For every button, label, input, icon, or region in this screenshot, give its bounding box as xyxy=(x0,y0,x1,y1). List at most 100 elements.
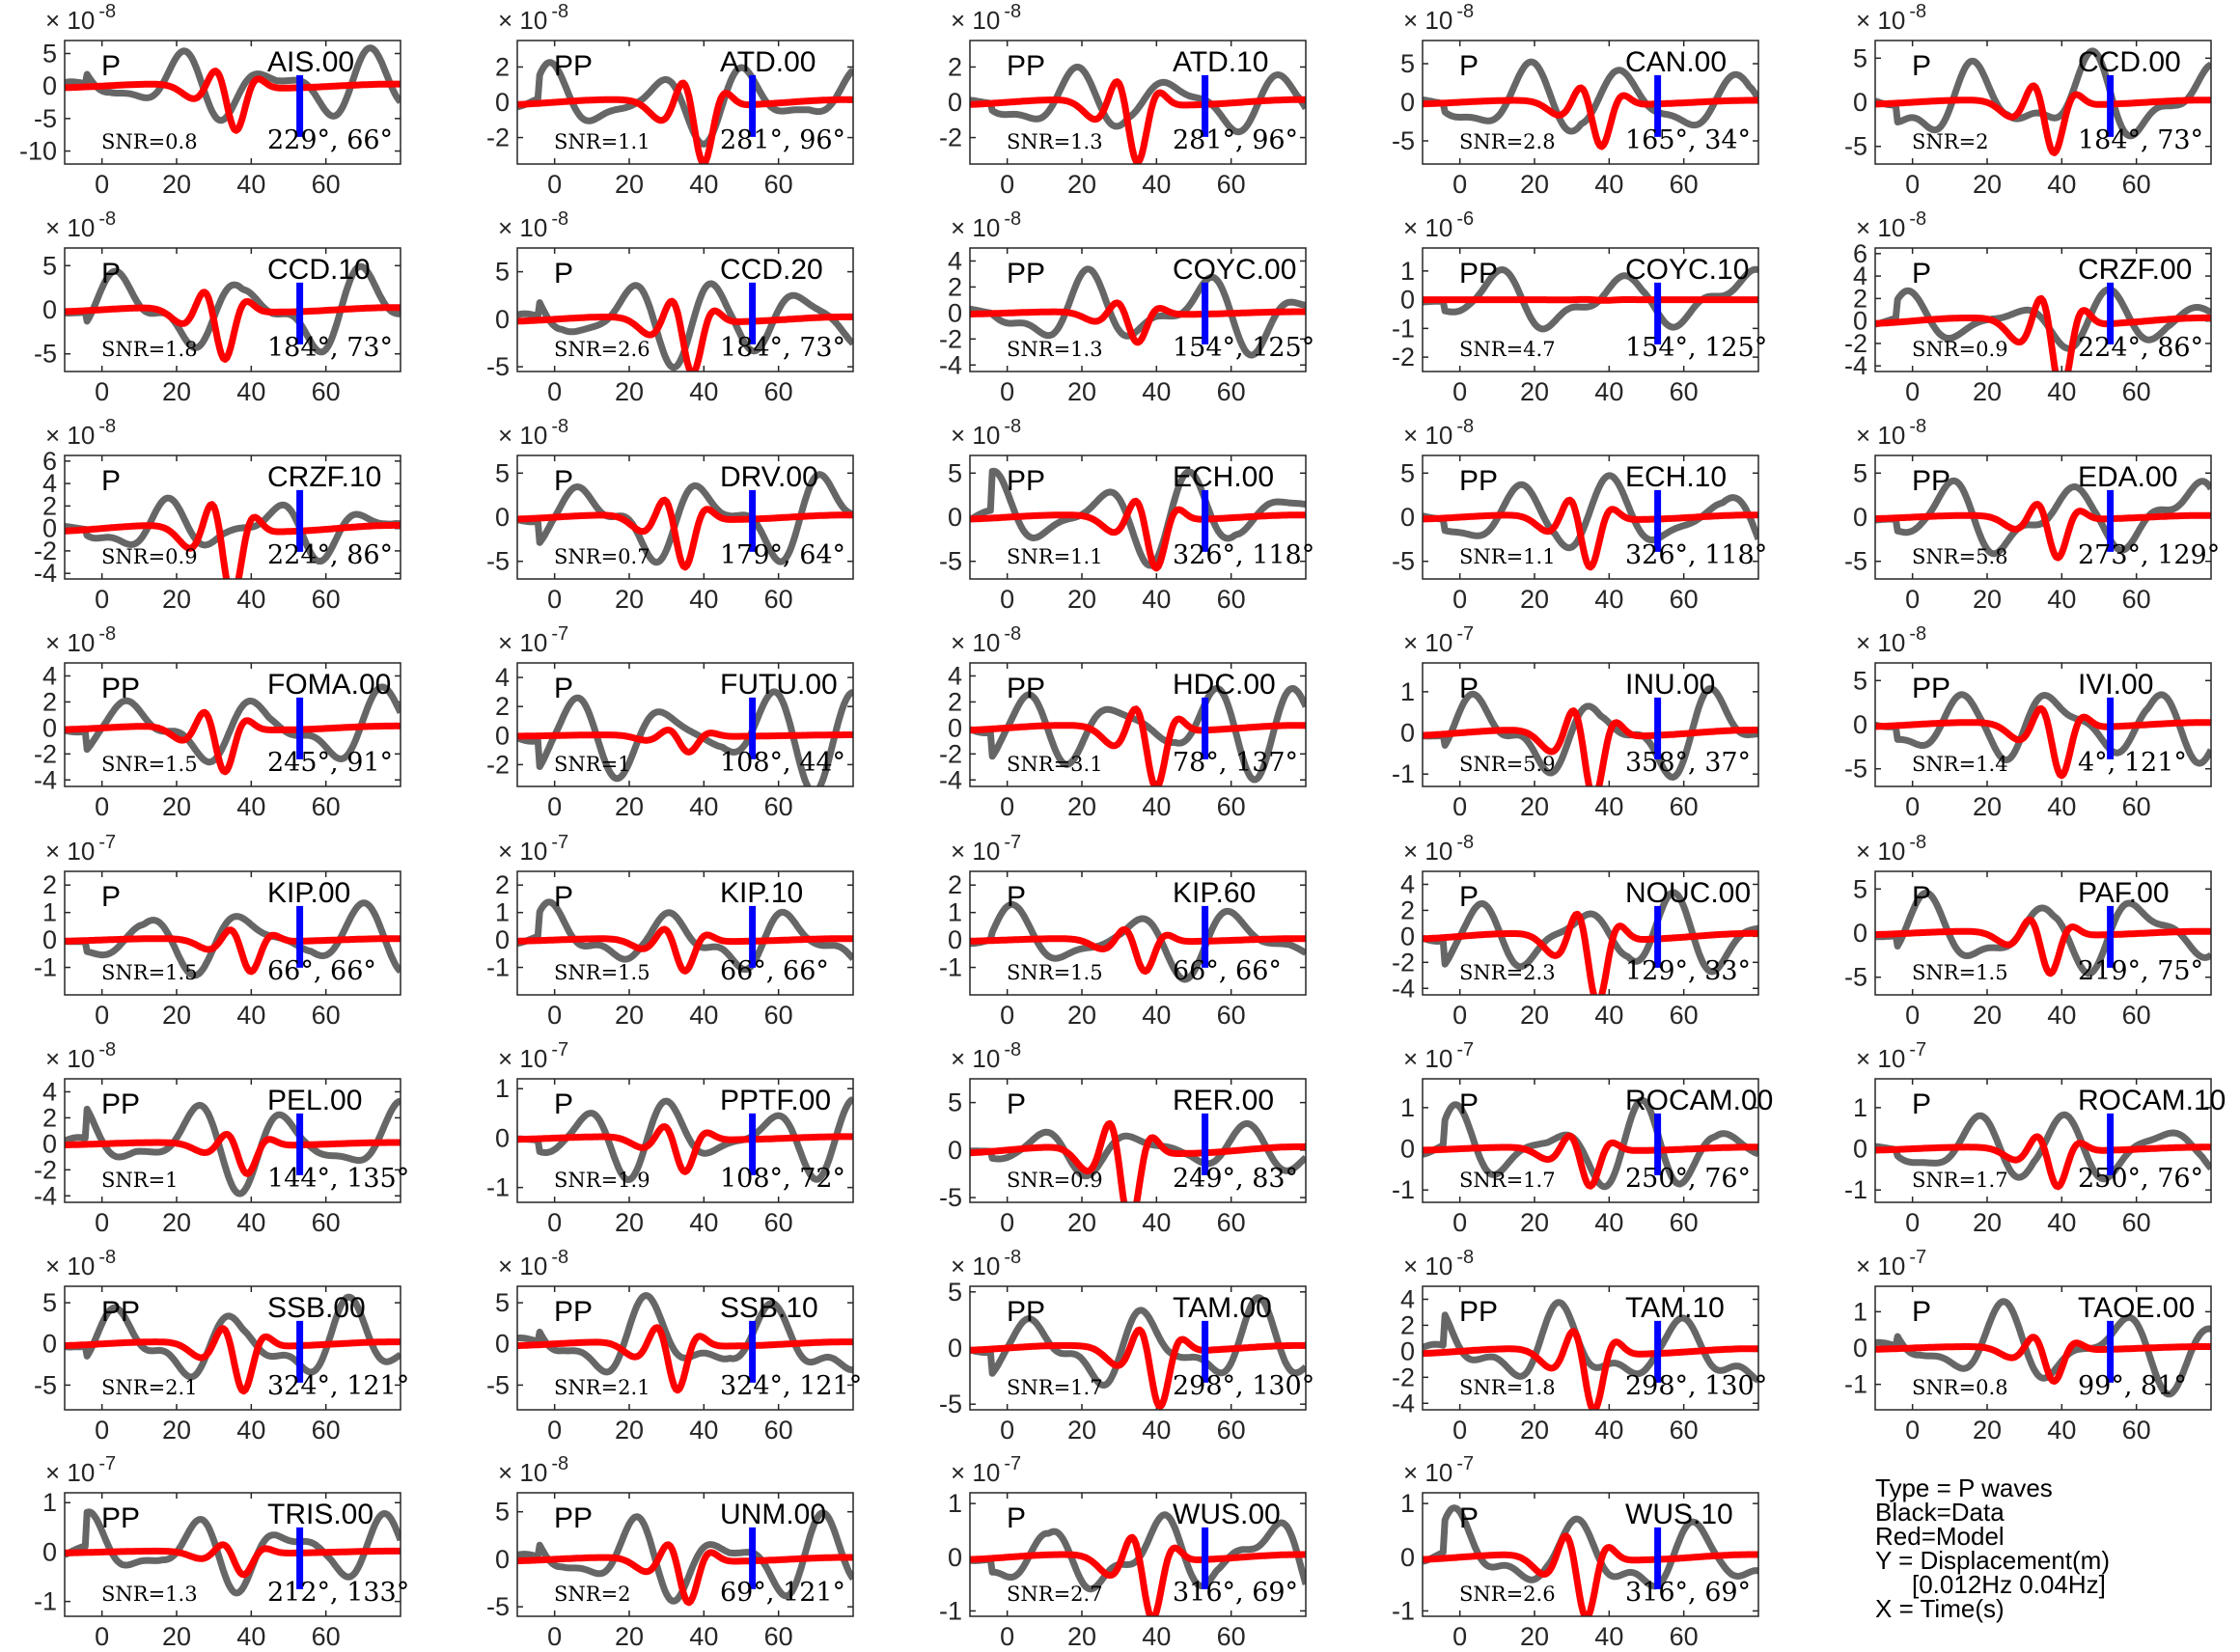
x-tick-label: 40 xyxy=(689,1001,718,1030)
x-tick-label: 0 xyxy=(1905,585,1920,614)
x-tick-label: 40 xyxy=(1142,792,1171,821)
x-tick-label: 0 xyxy=(95,585,109,614)
data-trace xyxy=(517,59,853,148)
x-tick-label: 20 xyxy=(1067,792,1096,821)
snr-label: SNR=4.7 xyxy=(1459,338,1556,361)
azimuth-distance-label: 273°, 129° xyxy=(2078,540,2220,570)
snr-label: SNR=1.5 xyxy=(554,961,650,984)
exponent-label: × 10 -8 xyxy=(498,1247,568,1280)
axes-box xyxy=(969,1492,1307,1617)
x-tick-label: 0 xyxy=(1452,585,1467,614)
x-tick-label: 60 xyxy=(1217,585,1246,614)
station-label: CRZF.10 xyxy=(267,461,381,493)
x-tick-label: 60 xyxy=(764,170,793,199)
model-trace xyxy=(970,925,1306,976)
phase-label: PP xyxy=(1459,258,1498,289)
azimuth-distance-label: 316°, 69° xyxy=(1173,1578,1298,1608)
azimuth-distance-label: 229°, 66° xyxy=(267,125,393,155)
phase-label: P xyxy=(554,1088,573,1120)
exponent-label: × 10 -8 xyxy=(45,416,116,450)
azimuth-distance-label: 78°, 137° xyxy=(1173,748,1298,778)
snr-label: SNR=1.8 xyxy=(1459,1376,1556,1399)
model-trace xyxy=(65,501,401,579)
y-tick-label: 0 xyxy=(948,1334,962,1363)
azimuth-distance-label: 250°, 76° xyxy=(1625,1164,1751,1194)
azimuth-distance-label: 224°, 86° xyxy=(267,540,393,570)
phase-label: PP xyxy=(1459,1296,1498,1328)
x-tick-label: 20 xyxy=(1067,1622,1096,1651)
x-tick-label: 0 xyxy=(547,1622,562,1651)
y-tick-label: 5 xyxy=(1400,49,1415,78)
y-tick-label: 0 xyxy=(495,1545,510,1574)
x-tick-label: 0 xyxy=(95,792,109,821)
waveform-panel: × 10 -8 5 0 -5 0 20 40 60 P CCD.20 SNR=2.6 184°, 73° xyxy=(486,208,854,406)
y-tick-label: 2 xyxy=(495,52,510,81)
x-tick-label: 40 xyxy=(1142,1416,1171,1445)
model-trace xyxy=(65,708,401,776)
y-tick-label: 4 xyxy=(42,469,57,498)
y-tick-label: 1 xyxy=(1400,677,1415,706)
exponent-label: × 10 -8 xyxy=(45,208,116,242)
model-trace xyxy=(517,1541,853,1607)
y-tick-label: -5 xyxy=(1844,755,1867,784)
x-tick-label: 40 xyxy=(689,585,718,614)
x-tick-label: 60 xyxy=(1217,1001,1246,1030)
model-trace xyxy=(970,705,1306,786)
snr-label: SNR=2.3 xyxy=(1459,961,1556,984)
exponent-label: × 10 -7 xyxy=(45,832,116,866)
y-tick-label: -4 xyxy=(1844,351,1867,380)
y-tick-label: 0 xyxy=(42,1330,57,1359)
x-tick-label: 60 xyxy=(312,170,341,199)
x-tick-label: 0 xyxy=(1452,1622,1467,1651)
axes-box xyxy=(1874,1285,2212,1411)
x-tick-label: 40 xyxy=(236,1416,265,1445)
x-tick-label: 60 xyxy=(1217,1622,1246,1651)
x-tick-label: 60 xyxy=(2122,1208,2151,1237)
y-tick-label: -5 xyxy=(486,352,510,381)
waveform-panel: × 10 -8 5 0 -5 0 20 40 60 PP ECH.10 SNR=1.1 326°, 11… xyxy=(1392,416,1767,614)
legend-model: Red=Model xyxy=(1875,1522,2005,1551)
x-tick-label: 0 xyxy=(1905,170,1920,199)
x-tick-label: 0 xyxy=(1452,1208,1467,1237)
exponent-label: × 10 -7 xyxy=(45,1453,116,1487)
station-label: ROCAM.00 xyxy=(1625,1085,1773,1116)
azimuth-distance-label: 326°, 118° xyxy=(1173,540,1314,570)
x-tick-label: 0 xyxy=(1905,1416,1920,1445)
x-tick-label: 0 xyxy=(1452,377,1467,406)
exponent-label: × 10 -8 xyxy=(951,1247,1021,1280)
x-tick-label: 0 xyxy=(1452,1416,1467,1445)
snr-label: SNR=0.9 xyxy=(1912,338,2008,361)
snr-label: SNR=1.3 xyxy=(1007,338,1103,361)
exponent-label: × 10 -8 xyxy=(1856,832,1926,866)
azimuth-distance-label: 4°, 121° xyxy=(2078,748,2187,778)
x-tick-label: 40 xyxy=(2047,1001,2076,1030)
exponent-label: × 10 -6 xyxy=(1403,208,1474,242)
model-trace xyxy=(517,1123,853,1175)
snr-label: SNR=5.8 xyxy=(1912,545,2008,568)
x-tick-label: 20 xyxy=(1520,377,1549,406)
azimuth-distance-label: 154°, 125° xyxy=(1173,333,1314,363)
phase-label: PP xyxy=(1007,673,1045,704)
axes-box xyxy=(1874,870,2212,996)
y-tick-label: 5 xyxy=(1853,43,1867,72)
x-tick-label: 20 xyxy=(1067,1416,1096,1445)
y-tick-label: 6 xyxy=(1853,239,1867,268)
figure-legend: Type = P waves Black=Data Red=Model Y = … xyxy=(1875,1475,2232,1623)
legend-x-label: X = Time(s) xyxy=(1875,1594,2005,1623)
x-tick-label: 0 xyxy=(1000,377,1014,406)
y-tick-label: 5 xyxy=(495,1498,510,1527)
x-tick-label: 60 xyxy=(312,377,341,406)
phase-label: PP xyxy=(1007,50,1045,82)
y-tick-label: 0 xyxy=(1853,1334,1867,1363)
y-tick-label: 4 xyxy=(1400,869,1415,898)
axes-box xyxy=(64,662,401,787)
phase-label: PP xyxy=(101,673,140,704)
model-trace xyxy=(1423,910,1758,995)
exponent-label: × 10 -8 xyxy=(951,1039,1021,1073)
phase-label: P xyxy=(101,258,121,289)
azimuth-distance-label: 324°, 121° xyxy=(267,1371,409,1401)
y-tick-label: 5 xyxy=(42,39,57,68)
data-trace xyxy=(1875,889,2211,977)
